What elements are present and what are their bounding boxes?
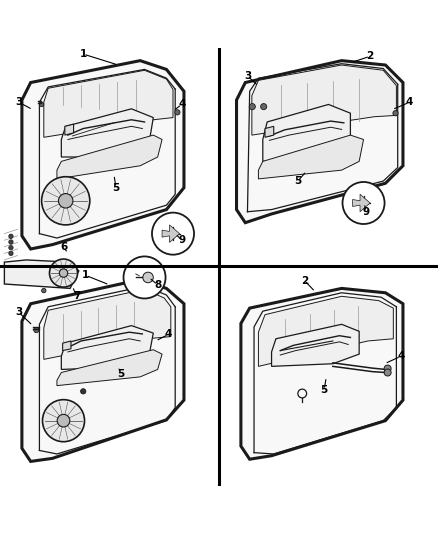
Text: 6: 6 [60,242,67,252]
Circle shape [49,259,78,287]
Text: 4: 4 [397,351,404,361]
Text: 8: 8 [154,280,161,290]
Polygon shape [61,326,153,369]
Circle shape [393,110,398,116]
Text: 1: 1 [80,49,87,59]
Circle shape [152,213,194,255]
Text: 5: 5 [113,183,120,192]
Circle shape [58,193,73,208]
Text: 4: 4 [178,100,185,109]
Circle shape [9,251,13,255]
Polygon shape [57,350,162,386]
Circle shape [39,102,44,107]
Polygon shape [258,135,364,179]
Circle shape [384,365,391,372]
Circle shape [34,327,39,333]
Polygon shape [162,225,180,243]
Circle shape [9,234,13,238]
Circle shape [9,240,13,244]
Polygon shape [272,324,359,366]
Circle shape [343,182,385,224]
Polygon shape [65,124,74,135]
Polygon shape [44,70,173,138]
Text: 7: 7 [73,291,80,301]
Polygon shape [265,126,274,138]
Text: 2: 2 [301,276,308,286]
Polygon shape [63,341,71,351]
Text: 2: 2 [367,51,374,61]
Circle shape [42,288,46,293]
Circle shape [175,110,180,115]
Polygon shape [61,109,153,157]
Circle shape [261,103,267,110]
Circle shape [124,256,166,298]
Circle shape [384,369,391,376]
Polygon shape [241,288,403,459]
Polygon shape [44,289,171,359]
Text: 9: 9 [362,207,369,217]
Text: 3: 3 [244,71,251,81]
Text: 5: 5 [294,176,301,186]
Circle shape [81,389,86,394]
Text: 1: 1 [82,270,89,280]
Text: 5: 5 [321,385,328,395]
Polygon shape [252,65,396,135]
Polygon shape [353,194,370,212]
Circle shape [9,246,13,250]
Polygon shape [263,104,350,161]
Circle shape [249,103,255,110]
Text: 9: 9 [178,235,185,245]
Text: 3: 3 [15,308,22,318]
Polygon shape [4,260,79,288]
Polygon shape [22,280,184,462]
Text: 5: 5 [117,369,124,379]
Circle shape [143,272,153,282]
Text: 4: 4 [165,329,172,340]
Polygon shape [22,61,184,249]
Circle shape [59,269,68,277]
Polygon shape [258,296,393,366]
Text: 4: 4 [406,97,413,107]
Polygon shape [237,61,403,223]
Circle shape [42,177,90,225]
Text: 3: 3 [15,97,22,107]
Polygon shape [57,135,162,179]
Circle shape [57,414,70,427]
Circle shape [42,400,85,442]
